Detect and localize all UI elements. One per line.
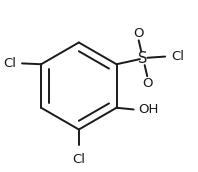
Text: Cl: Cl	[72, 153, 85, 166]
Text: O: O	[142, 77, 152, 89]
Text: OH: OH	[139, 103, 159, 116]
Text: O: O	[133, 27, 144, 40]
Text: S: S	[138, 51, 148, 66]
Text: Cl: Cl	[3, 57, 16, 70]
Text: Cl: Cl	[171, 50, 184, 63]
